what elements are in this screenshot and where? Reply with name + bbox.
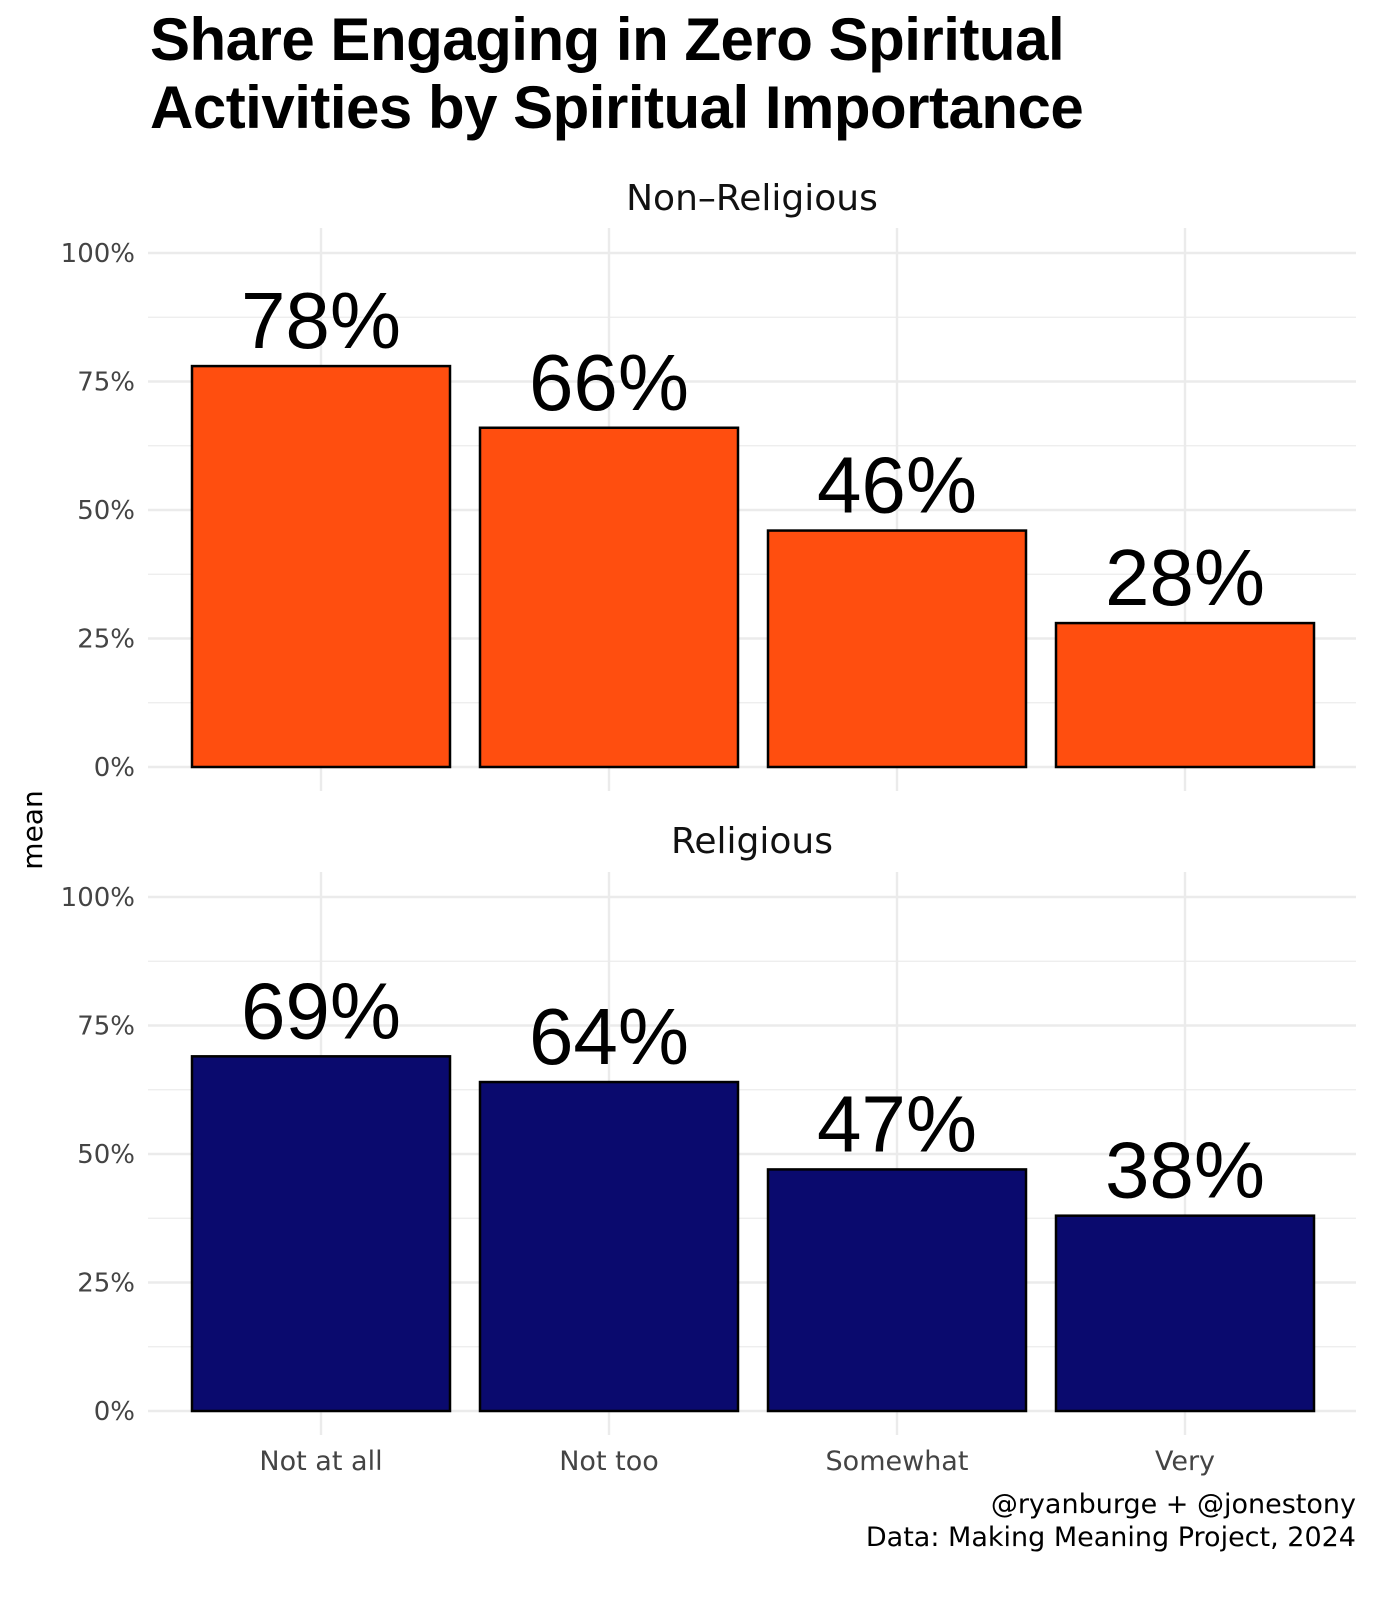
- y-tick-label: 100%: [61, 883, 135, 913]
- y-tick-label: 25%: [77, 1269, 135, 1299]
- chart-title: Share Engaging in Zero Spiritual Activit…: [150, 6, 1350, 142]
- x-tick-label: Not too: [559, 1446, 659, 1477]
- panel-non-religious: Non–Religious 0% 25% 50% 75% 100% 78% 66% 46% 28…: [61, 178, 1356, 791]
- bar-value-label: 46%: [817, 441, 977, 530]
- bar-non-religious: [478, 426, 740, 769]
- bar-religious: [478, 1080, 740, 1413]
- x-tick-label: Not at all: [259, 1446, 382, 1477]
- y-tick-label: 75%: [77, 1012, 135, 1042]
- y-tick-label: 0%: [94, 1397, 135, 1427]
- chart-title-line-1: Share Engaging in Zero Spiritual: [150, 6, 1065, 73]
- bar-value-label: 66%: [529, 338, 689, 427]
- bar-non-religious: [766, 529, 1028, 769]
- bar-religious: [1054, 1214, 1316, 1413]
- caption-source: Data: Making Meaning Project, 2024: [866, 1522, 1356, 1553]
- y-tick-label: 25%: [77, 625, 135, 655]
- chart-title-line-2: Activities by Spiritual Importance: [150, 74, 1084, 141]
- x-tick-label: Somewhat: [826, 1446, 969, 1477]
- y-tick-label: 50%: [77, 496, 135, 526]
- panel-title-non-religious: Non–Religious: [626, 178, 878, 219]
- y-tick-label: 100%: [61, 239, 135, 269]
- bar-value-label: 28%: [1105, 533, 1265, 622]
- bar-value-label: 38%: [1105, 1126, 1265, 1215]
- x-tick-label: Very: [1155, 1446, 1215, 1477]
- bar-value-label: 78%: [241, 276, 401, 365]
- panel-title-religious: Religious: [671, 821, 833, 862]
- y-tick-label: 50%: [77, 1140, 135, 1170]
- bar-non-religious: [1054, 621, 1316, 769]
- y-axis-title: mean: [16, 790, 49, 869]
- y-tick-label: 75%: [77, 368, 135, 398]
- bar-religious: [190, 1055, 452, 1413]
- panel-religious: Religious 0% 25% 50% 75% 100% 69% 64% 47% 38%: [61, 821, 1356, 1435]
- bar-value-label: 64%: [529, 992, 689, 1081]
- bar-religious: [766, 1168, 1028, 1413]
- y-tick-label: 0%: [94, 753, 135, 783]
- bar-value-label: 47%: [817, 1079, 977, 1168]
- bar-non-religious: [190, 364, 452, 769]
- bar-value-label: 69%: [241, 966, 401, 1055]
- caption-handles: @ryanburge + @jonestony: [991, 1489, 1356, 1520]
- x-axis: Not at all Not too Somewhat Very: [259, 1446, 1215, 1477]
